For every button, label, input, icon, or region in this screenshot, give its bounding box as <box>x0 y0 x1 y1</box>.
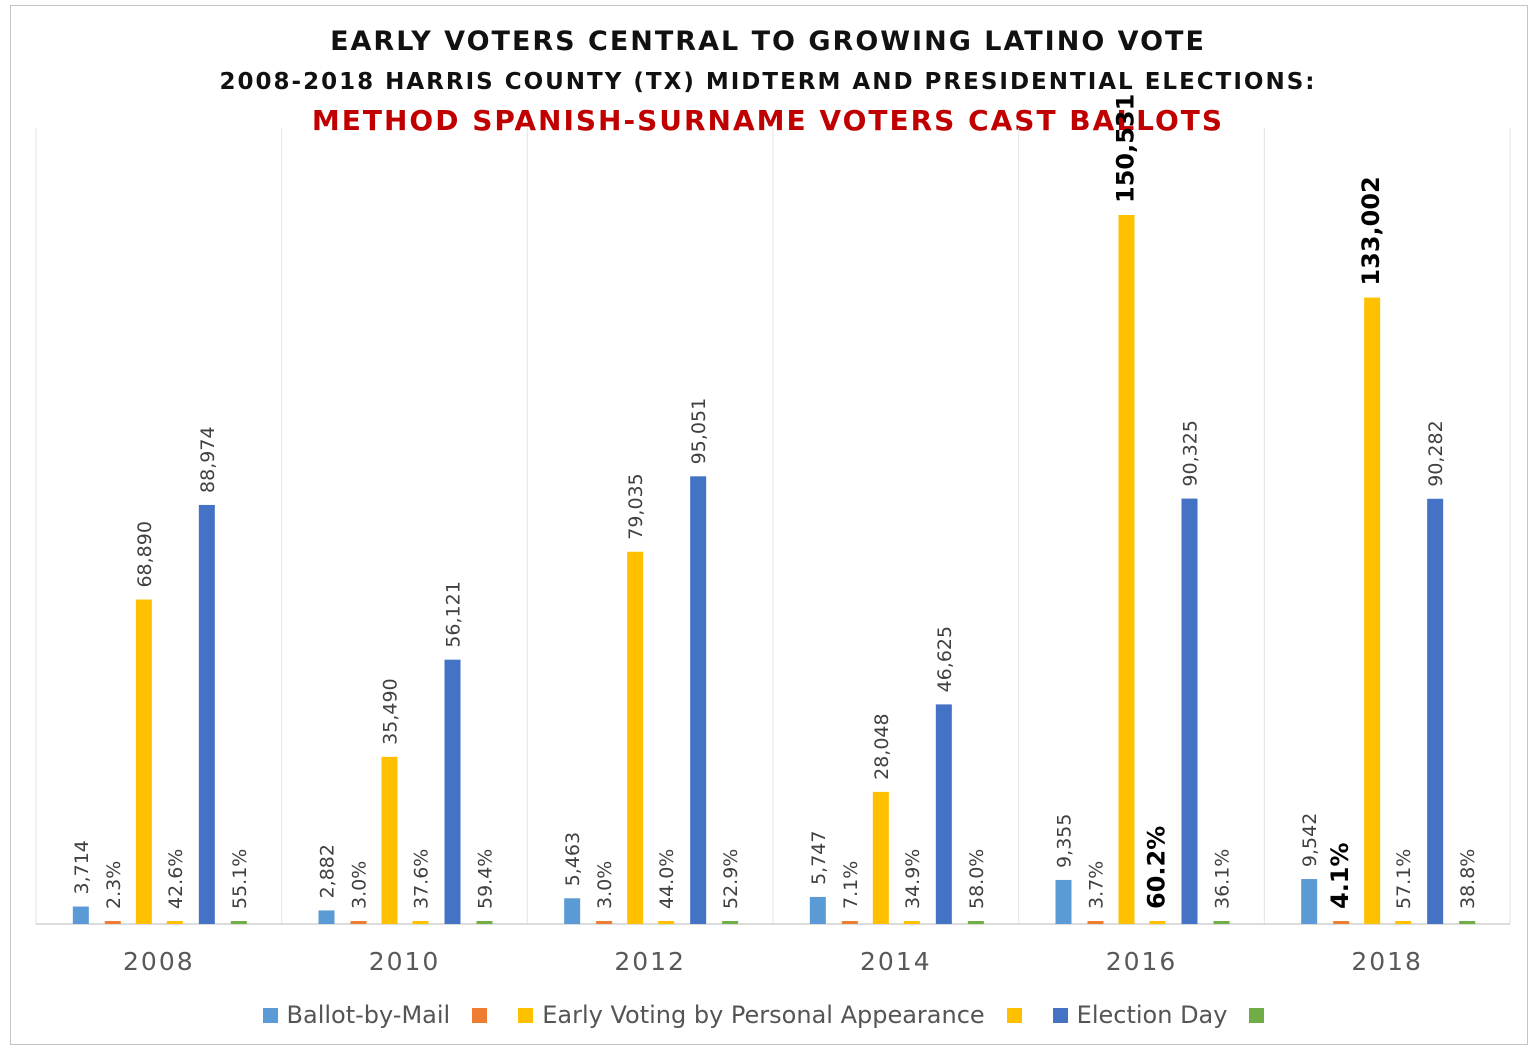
bar <box>1118 215 1135 924</box>
bar <box>658 921 675 924</box>
x-tick-label: 2016 <box>1106 947 1178 976</box>
legend-swatch <box>472 1007 488 1023</box>
bar <box>722 921 739 924</box>
data-label: 3,714 <box>71 840 93 894</box>
data-label: 90,282 <box>1425 420 1447 486</box>
bar <box>1213 921 1230 924</box>
data-label: 2,882 <box>317 844 339 898</box>
bar <box>1395 921 1412 924</box>
bar <box>1427 498 1444 924</box>
legend-item-early-voting: Early Voting by Personal Appearance <box>518 1001 985 1029</box>
bar <box>967 921 984 924</box>
bar <box>1301 879 1318 924</box>
data-label: 44.0% <box>656 849 678 909</box>
bar <box>1459 921 1476 924</box>
bar <box>627 551 644 924</box>
bar <box>166 921 183 924</box>
bar <box>935 704 952 924</box>
x-tick-label: 2008 <box>123 947 195 976</box>
legend-swatch <box>1006 1007 1022 1023</box>
data-label: 55.1% <box>229 849 251 909</box>
x-tick-label: 2014 <box>860 947 932 976</box>
bar <box>1181 498 1198 924</box>
bar <box>1364 297 1381 924</box>
data-label: 35,490 <box>380 678 402 744</box>
legend-item-election-day: Election Day <box>1052 1001 1228 1029</box>
bar <box>72 906 89 924</box>
bar <box>444 659 461 924</box>
legend-swatch <box>1249 1007 1265 1023</box>
bar <box>1149 921 1166 924</box>
data-label: 2.3% <box>103 861 125 909</box>
bar <box>350 921 367 924</box>
data-label: 57.1% <box>1393 849 1415 909</box>
legend-swatch <box>1052 1007 1068 1023</box>
bar <box>476 921 493 924</box>
data-label: 34.9% <box>902 849 924 909</box>
legend-item-mail-percent <box>472 1007 496 1023</box>
data-label: 52.9% <box>720 849 742 909</box>
bar <box>104 921 121 924</box>
bar <box>1333 921 1350 924</box>
bar <box>1055 879 1072 924</box>
data-label: 46,625 <box>934 626 956 692</box>
data-label: 9,542 <box>1299 813 1321 867</box>
bar <box>1087 921 1104 924</box>
bar <box>596 921 613 924</box>
data-label: 88,974 <box>197 426 219 492</box>
data-label: 36.1% <box>1212 849 1234 909</box>
chart-frame <box>10 5 1528 1045</box>
x-tick-label: 2010 <box>369 947 441 976</box>
data-label: 90,325 <box>1180 420 1202 486</box>
data-label: 133,002 <box>1357 176 1385 285</box>
legend-label: Ballot-by-Mail <box>286 1001 451 1029</box>
chart-subtitle: 2008-2018 HARRIS COUNTY (TX) MIDTERM AND… <box>219 69 1317 95</box>
legend-swatch <box>262 1007 278 1023</box>
bar <box>903 921 920 924</box>
x-tick-label: 2018 <box>1351 947 1423 976</box>
bar <box>841 921 858 924</box>
data-label: 9,355 <box>1054 814 1076 868</box>
data-label: 3.7% <box>1086 861 1108 909</box>
data-label: 37.6% <box>411 849 433 909</box>
data-label: 60.2% <box>1143 826 1171 909</box>
data-label: 59.4% <box>475 849 497 909</box>
data-label: 79,035 <box>625 473 647 539</box>
data-label: 28,048 <box>871 713 893 779</box>
legend-label: Early Voting by Personal Appearance <box>542 1001 985 1029</box>
chart-title: EARLY VOTERS CENTRAL TO GROWING LATINO V… <box>330 26 1206 57</box>
legend-label: Election Day <box>1076 1001 1228 1029</box>
data-label: 7.1% <box>840 861 862 909</box>
data-label: 5,747 <box>808 831 830 885</box>
bar <box>198 504 215 924</box>
data-label: 56,121 <box>443 581 465 647</box>
data-label: 38.8% <box>1457 849 1479 909</box>
data-label: 58.0% <box>966 849 988 909</box>
data-label: 68,890 <box>134 521 156 587</box>
data-label: 5,463 <box>562 832 584 886</box>
bar <box>809 896 826 924</box>
legend-item-ballot-by-mail: Ballot-by-Mail <box>262 1001 451 1029</box>
data-label: 3.0% <box>349 861 371 909</box>
bar <box>318 910 335 924</box>
bar <box>230 921 247 924</box>
bar <box>381 756 398 924</box>
legend: Ballot-by-Mail Early Voting by Personal … <box>0 1001 1536 1029</box>
legend-swatch <box>518 1007 534 1023</box>
legend-item-early-percent <box>1006 1007 1031 1023</box>
x-tick-label: 2012 <box>614 947 686 976</box>
data-label: 95,051 <box>688 398 710 464</box>
bar <box>135 599 152 924</box>
legend-item-day-percent <box>1249 1007 1273 1023</box>
data-label: 3.0% <box>594 861 616 909</box>
data-label: 4.1% <box>1326 842 1354 909</box>
data-label: 150,531 <box>1112 94 1140 203</box>
chart-subtitle-red: METHOD SPANISH-SURNAME VOTERS CAST BALLO… <box>311 104 1225 137</box>
bar <box>690 476 707 924</box>
bar <box>872 791 889 924</box>
bar <box>564 898 581 924</box>
data-label: 42.6% <box>165 849 187 909</box>
bar <box>412 921 429 924</box>
